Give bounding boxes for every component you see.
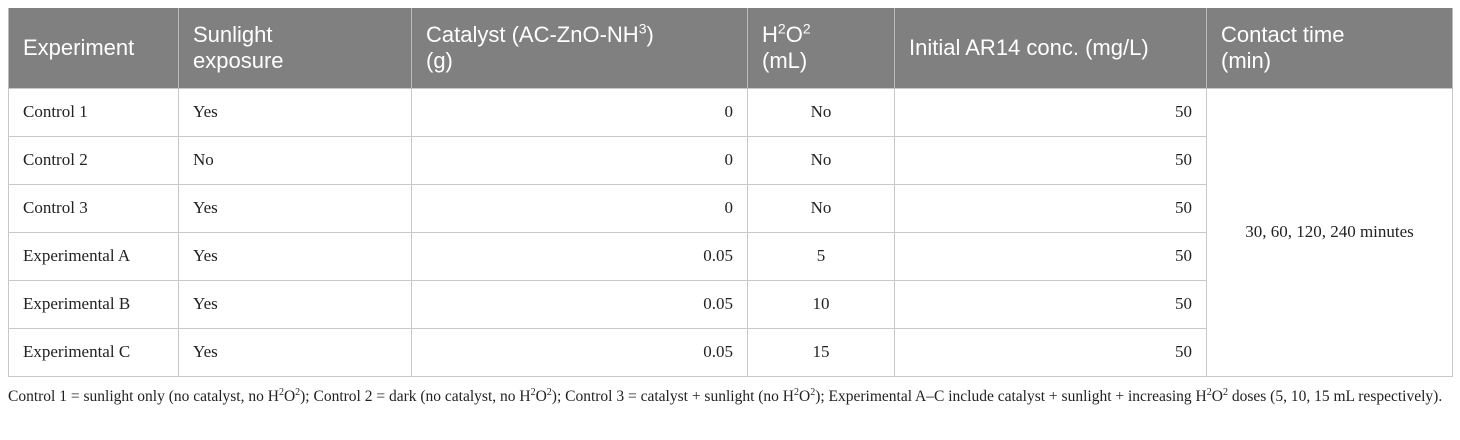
table-cell: 0 bbox=[411, 135, 748, 185]
column-header: Catalyst (AC-ZnO-NH3) (g) bbox=[411, 8, 748, 88]
table-cell: 10 bbox=[747, 279, 895, 329]
table-cell: 0.05 bbox=[411, 327, 748, 377]
text-run: H bbox=[762, 21, 778, 47]
text-run: ); Experimental A–C include catalyst + s… bbox=[815, 388, 1207, 405]
table-cell: No bbox=[178, 135, 412, 185]
table-row: Control 1 Yes 0 No 50 30, 60, 120, 240 minute… bbox=[8, 87, 1453, 377]
contact-time-cell: 30, 60, 120, 240 minutes bbox=[1206, 87, 1453, 377]
text-run: O bbox=[785, 21, 803, 47]
header-text: Sunlight exposure bbox=[193, 22, 323, 74]
table-cell: Yes bbox=[178, 279, 412, 329]
table-cell: Control 1 bbox=[8, 87, 179, 137]
table-cell: No bbox=[747, 183, 895, 233]
table-row: Control 3 Yes 0 No 50 bbox=[8, 183, 1453, 233]
table-body: Control 1 Yes 0 No 50 30, 60, 120, 240 minute… bbox=[8, 87, 1453, 377]
superscript: 2 bbox=[295, 386, 301, 398]
table-cell: 50 bbox=[894, 327, 1207, 377]
text-run: Experiment bbox=[23, 34, 135, 60]
superscript: 2 bbox=[530, 386, 536, 398]
column-header: Sunlight exposure bbox=[178, 8, 412, 88]
superscript: 2 bbox=[810, 386, 816, 398]
text-run: Catalyst (AC-ZnO-NH bbox=[426, 21, 639, 47]
table-row: Experimental A Yes 0.05 5 50 bbox=[8, 231, 1453, 281]
column-header: Contact time (min) bbox=[1206, 8, 1453, 88]
text-run: ) (g) bbox=[426, 21, 654, 73]
table-cell: Experimental B bbox=[8, 279, 179, 329]
column-header: H2O2 (mL) bbox=[747, 8, 895, 88]
text-run: Sunlight exposure bbox=[193, 21, 284, 73]
table-cell: Control 3 bbox=[8, 183, 179, 233]
table-cell: No bbox=[747, 87, 895, 137]
table-cell: Yes bbox=[178, 183, 412, 233]
table-cell: 50 bbox=[894, 87, 1207, 137]
text-run: Initial AR14 conc. (mg/L) bbox=[909, 34, 1149, 60]
superscript: 2 bbox=[1206, 386, 1212, 398]
header-text: Contact time (min) bbox=[1221, 22, 1371, 74]
header-row: Experiment Sunlight exposure Catalyst (AC-… bbox=[8, 8, 1453, 88]
text-run: ); Control 3 = catalyst + sunlight (no H bbox=[551, 388, 794, 405]
superscript: 2 bbox=[777, 20, 786, 37]
superscript: 3 bbox=[638, 20, 647, 37]
superscript: 2 bbox=[794, 386, 799, 398]
footnote: Control 1 = sunlight only (no catalyst, … bbox=[8, 386, 1456, 408]
text-run: O bbox=[535, 388, 547, 405]
table-row: Experimental C Yes 0.05 15 50 bbox=[8, 327, 1453, 377]
header-text: Catalyst (AC-ZnO-NH3) (g) bbox=[426, 20, 666, 74]
table-cell: No bbox=[747, 135, 895, 185]
column-header: Initial AR14 conc. (mg/L) bbox=[894, 8, 1207, 88]
data-table: Experiment Sunlight exposure Catalyst (AC-… bbox=[8, 8, 1453, 377]
text-run: Contact time (min) bbox=[1221, 21, 1345, 73]
table-cell: 0.05 bbox=[411, 279, 748, 329]
header-text: Initial AR14 conc. (mg/L) bbox=[909, 35, 1149, 61]
table-cell: Yes bbox=[178, 327, 412, 377]
table-row: Control 2 No 0 No 50 bbox=[8, 135, 1453, 185]
table-cell: 5 bbox=[747, 231, 895, 281]
table-cell: 0.05 bbox=[411, 231, 748, 281]
table-cell: 50 bbox=[894, 183, 1207, 233]
text-run: Control 1 = sunlight only (no catalyst, … bbox=[8, 388, 279, 405]
table-cell: Yes bbox=[178, 87, 412, 137]
table-row: Experimental B Yes 0.05 10 50 bbox=[8, 279, 1453, 329]
table-cell: Experimental A bbox=[8, 231, 179, 281]
table-cell: 50 bbox=[894, 279, 1207, 329]
table-cell: Experimental C bbox=[8, 327, 179, 377]
table-cell: 50 bbox=[894, 135, 1207, 185]
text-run: (mL) bbox=[762, 47, 808, 73]
table-cell: 0 bbox=[411, 183, 748, 233]
table-cell: 0 bbox=[411, 87, 748, 137]
column-header: Experiment bbox=[8, 8, 179, 88]
text-run: doses (5, 10, 15 mL respectively). bbox=[1227, 388, 1443, 405]
text-run: O bbox=[799, 388, 811, 405]
superscript: 2 bbox=[802, 20, 811, 37]
superscript: 2 bbox=[1222, 386, 1228, 398]
text-run: O bbox=[1211, 388, 1223, 405]
text-run: O bbox=[283, 388, 296, 405]
superscript: 2 bbox=[546, 386, 552, 398]
header-text: Experiment bbox=[23, 35, 134, 61]
table-cell: 15 bbox=[747, 327, 895, 377]
superscript: 2 bbox=[278, 386, 284, 398]
table-cell: 50 bbox=[894, 231, 1207, 281]
table-cell: Control 2 bbox=[8, 135, 179, 185]
header-text: H2O2 (mL) bbox=[762, 20, 832, 74]
text-run: ); Control 2 = dark (no catalyst, no H bbox=[300, 388, 531, 405]
table-cell: Yes bbox=[178, 231, 412, 281]
